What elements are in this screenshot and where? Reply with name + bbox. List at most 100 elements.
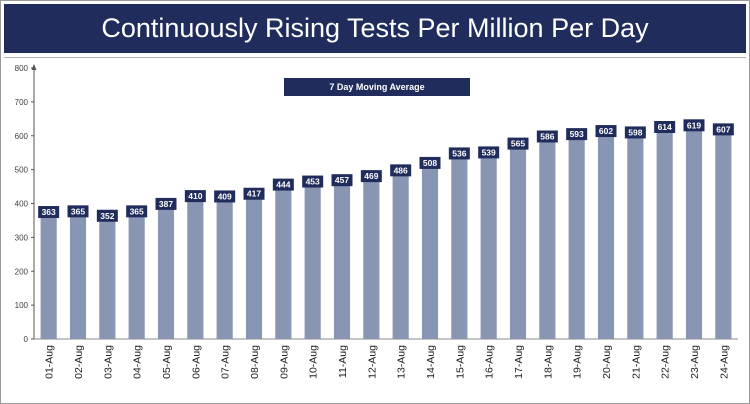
x-tick-label: 06-Aug [190, 345, 202, 379]
bar [40, 216, 57, 339]
bar [715, 133, 732, 339]
data-label-box [331, 174, 353, 187]
data-label-box [67, 205, 89, 218]
x-tick-label: 01-Aug [44, 345, 56, 379]
data-label-box [419, 156, 441, 169]
data-label: 508 [423, 158, 437, 168]
y-tick-label: 200 [15, 267, 29, 276]
data-label: 457 [335, 175, 349, 185]
bar [627, 136, 644, 339]
x-tick-label: 05-Aug [161, 345, 173, 379]
bar [509, 147, 527, 339]
bar [187, 200, 204, 339]
data-label-box [302, 175, 324, 188]
data-label-box [390, 164, 412, 177]
chart-title: Continuously Rising Tests Per Million Pe… [4, 4, 746, 53]
bar [216, 200, 233, 339]
data-label-box [126, 205, 148, 218]
data-label: 365 [71, 206, 85, 216]
bar [99, 219, 116, 339]
x-tick-label: 17-Aug [513, 345, 525, 379]
data-label: 593 [570, 129, 584, 139]
bar [275, 188, 292, 339]
x-tick-label: 12-Aug [366, 345, 378, 379]
data-label: 598 [628, 127, 642, 137]
data-label-box [96, 209, 118, 222]
x-tick-label: 13-Aug [396, 345, 408, 379]
data-label-box [654, 121, 676, 134]
legend-label: 7 Day Moving Average [284, 78, 470, 96]
x-tick-label: 22-Aug [660, 345, 672, 379]
bar [568, 138, 585, 339]
chart-axes: 0 100 200 300 400 500 600 700 800 [15, 64, 738, 344]
y-axis-arrow [31, 64, 37, 70]
data-label: 417 [247, 189, 261, 199]
data-label-box [360, 170, 382, 183]
y-tick-label: 500 [15, 166, 29, 175]
data-label-box [184, 190, 206, 203]
data-label-box [272, 178, 294, 191]
data-label: 363 [42, 207, 56, 217]
data-label: 614 [658, 122, 672, 132]
bar [304, 185, 321, 339]
x-tick-label: 08-Aug [249, 345, 261, 379]
data-label: 486 [394, 165, 408, 175]
x-tick-label: 11-Aug [337, 345, 349, 378]
data-label-box [38, 206, 60, 219]
x-tick-label: 15-Aug [454, 345, 466, 379]
bar [392, 174, 409, 339]
bar [69, 215, 87, 339]
x-tick-label: 14-Aug [425, 345, 437, 379]
x-tick-label: 23-Aug [689, 345, 701, 379]
x-tick-label: 19-Aug [572, 345, 584, 379]
data-label-box [155, 197, 177, 210]
bar [333, 184, 351, 339]
data-label: 565 [511, 139, 525, 149]
data-label-box [243, 187, 265, 200]
data-label: 352 [100, 211, 114, 221]
data-label: 365 [130, 206, 144, 216]
x-tick-label: 21-Aug [630, 345, 642, 379]
y-tick-label: 0 [24, 335, 29, 344]
data-label-box [214, 190, 236, 203]
data-label: 619 [687, 120, 701, 130]
data-labels: 363 365 352 365 387 410 409 417 444 453 457 469 486 5… [38, 119, 734, 222]
data-label-box [683, 119, 705, 132]
y-tick-label: 300 [15, 233, 29, 242]
data-label: 586 [540, 131, 554, 141]
y-tick-label: 400 [15, 200, 29, 209]
x-tick-label: 09-Aug [278, 345, 290, 379]
bar [157, 207, 175, 339]
x-tick-label: 18-Aug [542, 345, 554, 379]
x-tick-label: 03-Aug [102, 345, 114, 379]
x-tick-label: 16-Aug [484, 345, 496, 379]
bar [656, 131, 673, 339]
data-label: 602 [599, 126, 613, 136]
title-divider [4, 57, 746, 58]
data-label: 453 [306, 177, 320, 187]
bar [480, 156, 497, 339]
bar [539, 140, 556, 339]
x-tick-label: 07-Aug [220, 345, 232, 379]
data-label: 387 [159, 199, 173, 209]
data-label-box [595, 125, 617, 138]
bar [128, 215, 145, 339]
y-tick-label: 800 [15, 64, 29, 73]
y-tick-label: 100 [15, 301, 29, 310]
data-label: 539 [482, 147, 496, 157]
data-label: 607 [716, 124, 730, 134]
y-tick-label: 700 [15, 98, 29, 107]
data-label-box [566, 128, 588, 141]
data-label-box [478, 146, 500, 159]
bar [363, 180, 380, 339]
data-label: 409 [218, 191, 232, 201]
data-label-box [624, 126, 646, 139]
x-tick-label: 20-Aug [601, 345, 613, 379]
bar [245, 197, 263, 339]
data-label: 536 [452, 148, 466, 158]
category-labels: 01-Aug 02-Aug 03-Aug 04-Aug 05-Aug 06-Aug 07-A… [44, 345, 731, 379]
bar [451, 157, 468, 339]
data-label: 469 [364, 171, 378, 181]
data-label: 410 [188, 191, 202, 201]
